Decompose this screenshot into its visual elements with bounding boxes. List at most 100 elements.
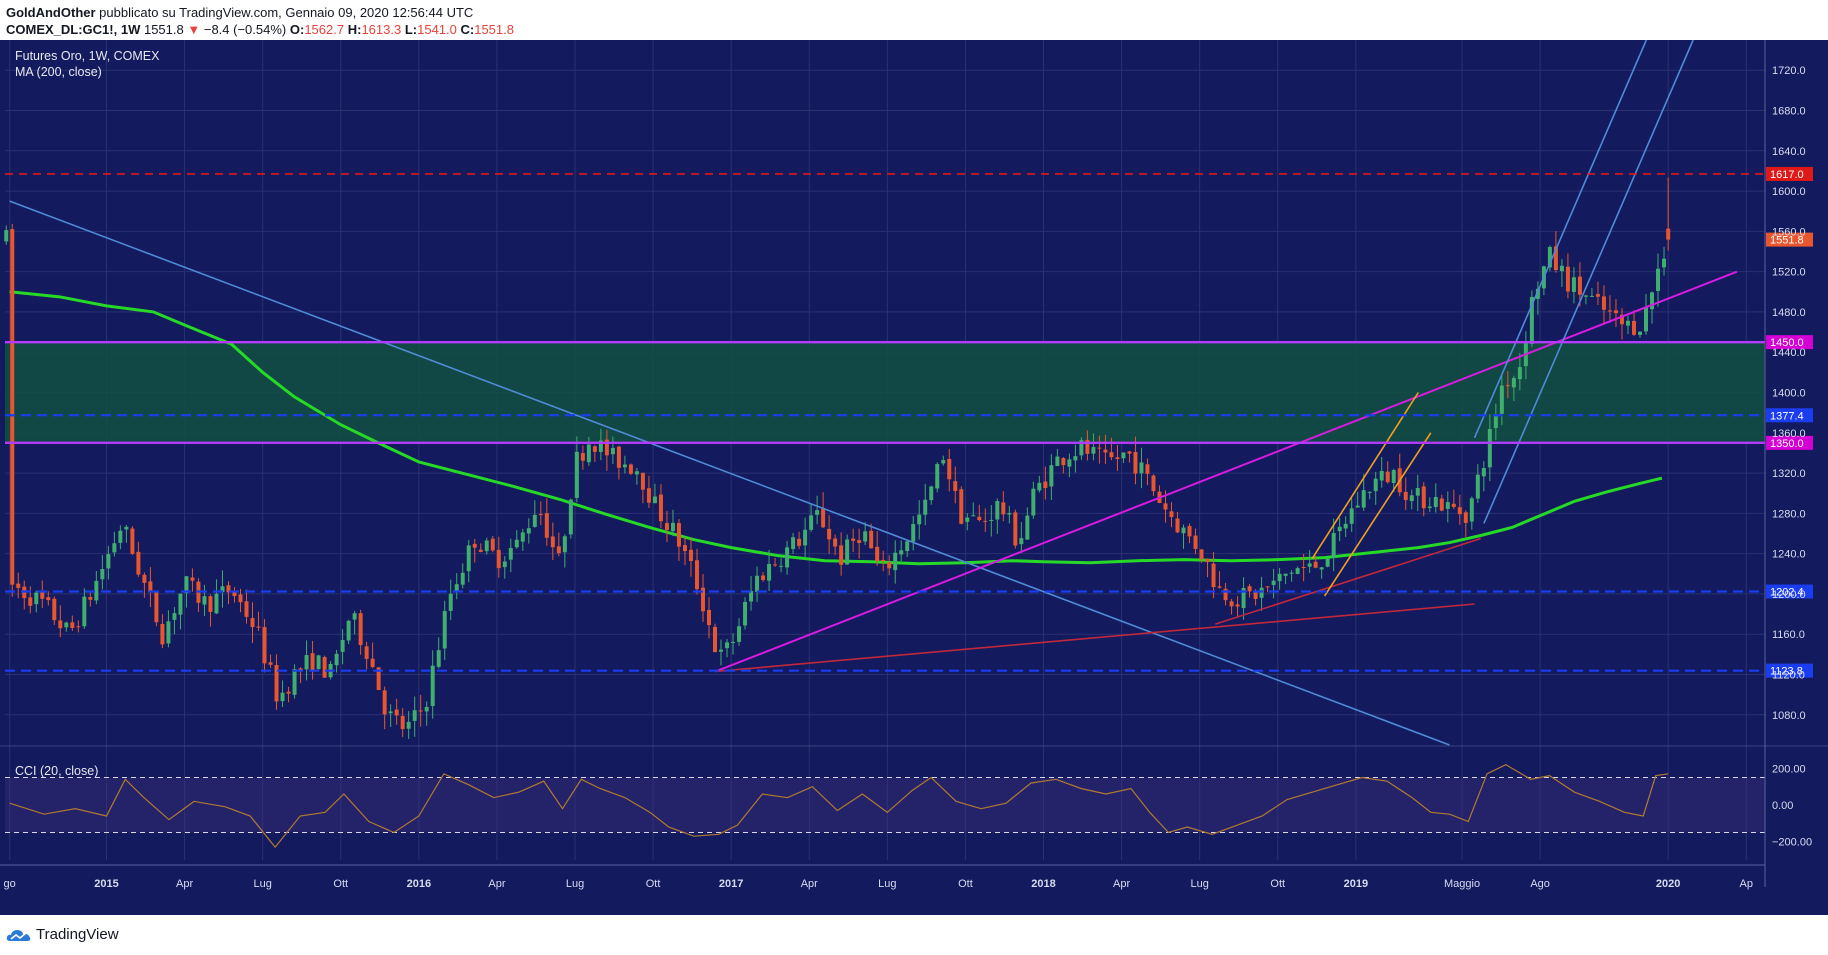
candle-body <box>1301 566 1306 568</box>
candle-body <box>400 716 405 729</box>
time-tick-label: 2019 <box>1344 878 1368 890</box>
candle-body <box>1637 331 1642 335</box>
candle-body <box>995 501 1000 520</box>
candle-body <box>1367 491 1372 493</box>
time-tick-label: Ago <box>1530 878 1550 890</box>
publish-info: GoldAndOther pubblicato su TradingView.c… <box>6 5 473 20</box>
candle-body <box>628 464 633 474</box>
candle-body <box>1619 314 1624 325</box>
candle-body <box>250 618 255 628</box>
candle-body <box>40 590 45 599</box>
candle-body <box>869 530 874 549</box>
candle-body <box>358 613 363 646</box>
candle-body <box>310 653 315 670</box>
candle-body <box>586 444 591 463</box>
candle-body <box>118 530 123 543</box>
candle-body <box>1043 481 1048 489</box>
candle-body <box>1295 568 1300 574</box>
candle-body <box>658 494 663 522</box>
candle-body <box>700 587 705 612</box>
candle-body <box>532 514 537 527</box>
candle-body <box>208 596 213 612</box>
cci-tick-label: 0.00 <box>1772 800 1793 812</box>
candle-body <box>1097 447 1102 449</box>
candle-body <box>1361 490 1366 508</box>
candle-body <box>526 528 531 534</box>
close-value: 1551.8 <box>474 22 514 37</box>
candle-body <box>941 460 946 464</box>
candle-body <box>767 563 772 581</box>
candle-body <box>1529 296 1534 344</box>
candle-body <box>646 488 651 503</box>
candle-body <box>785 547 790 568</box>
candle-body <box>352 613 357 620</box>
level-label: 1123.8 <box>1770 666 1803 678</box>
candle-body <box>1493 414 1498 429</box>
candle-body <box>562 536 567 553</box>
candle-body <box>1223 588 1228 601</box>
candle-body <box>1103 449 1108 453</box>
candle-body <box>508 548 513 560</box>
candle-body <box>94 580 99 601</box>
candle-body <box>803 529 808 546</box>
candle-body <box>226 585 231 593</box>
candle-body <box>220 586 225 593</box>
candle-body <box>472 543 477 548</box>
last-price-badge <box>1766 232 1813 247</box>
cci-band-fill <box>5 777 1765 833</box>
candle-body <box>1355 505 1360 508</box>
candle-body <box>502 561 507 568</box>
symbol-label: COMEX_DL:GC1!, 1W <box>6 22 141 37</box>
price-tick-label: 1560.0 <box>1772 226 1806 238</box>
price-tick-label: 1720.0 <box>1772 65 1806 77</box>
author-name[interactable]: GoldAndOther <box>6 5 96 20</box>
last-price-label: 1551.8 <box>1770 235 1804 247</box>
time-tick-label: Apr <box>488 878 505 890</box>
candle-body <box>406 721 411 729</box>
open-value: 1562.7 <box>304 22 345 37</box>
candle-body <box>953 481 958 492</box>
candle-body <box>1349 508 1354 524</box>
candle-body <box>670 522 675 532</box>
candle-body <box>1343 523 1348 529</box>
time-tick-label: Lug <box>253 878 271 890</box>
cloud-icon <box>6 930 31 942</box>
candle-body <box>1181 527 1186 534</box>
candle-body <box>574 451 579 498</box>
low-label: L: <box>404 22 418 37</box>
candle-body <box>106 554 111 569</box>
candle-body <box>34 592 39 605</box>
candle-body <box>544 513 549 538</box>
candle-body <box>1205 558 1210 563</box>
trendline-long-downtrend <box>9 200 1450 746</box>
open-label: O: <box>289 22 305 37</box>
candle-body <box>833 538 838 547</box>
candle-body <box>52 598 57 621</box>
time-tick-label: Lug <box>566 878 584 890</box>
candle-body <box>791 537 796 549</box>
candle-body <box>1121 452 1126 459</box>
candle-body <box>1445 502 1450 509</box>
footer-bar: TradingView <box>0 915 1828 955</box>
candle-body <box>424 706 429 712</box>
price-tick-label: 1200.0 <box>1772 589 1806 601</box>
candle-body <box>184 576 189 594</box>
tradingview-logo[interactable]: TradingView <box>6 926 119 943</box>
candle-body <box>514 539 519 548</box>
candle-body <box>598 440 603 452</box>
chart-canvas[interactable]: 1617.0 1450.0 1377.4 1350.0 1202.4 1123.8 1551… <box>0 40 1828 915</box>
candle-body <box>334 653 339 666</box>
candle-body <box>556 546 561 554</box>
candle-body <box>88 596 93 600</box>
candle-body <box>1631 320 1636 335</box>
candle-body <box>1145 464 1150 474</box>
candle-body <box>496 549 501 569</box>
candle-body <box>1067 459 1072 467</box>
candle-body <box>694 560 699 590</box>
candle-body <box>971 515 976 517</box>
candle-body <box>604 439 609 456</box>
price-tick-label: 1320.0 <box>1772 468 1806 480</box>
price-tick-label: 1440.0 <box>1772 347 1806 359</box>
candle-body <box>845 539 850 565</box>
level-label: 1450.0 <box>1770 337 1804 349</box>
